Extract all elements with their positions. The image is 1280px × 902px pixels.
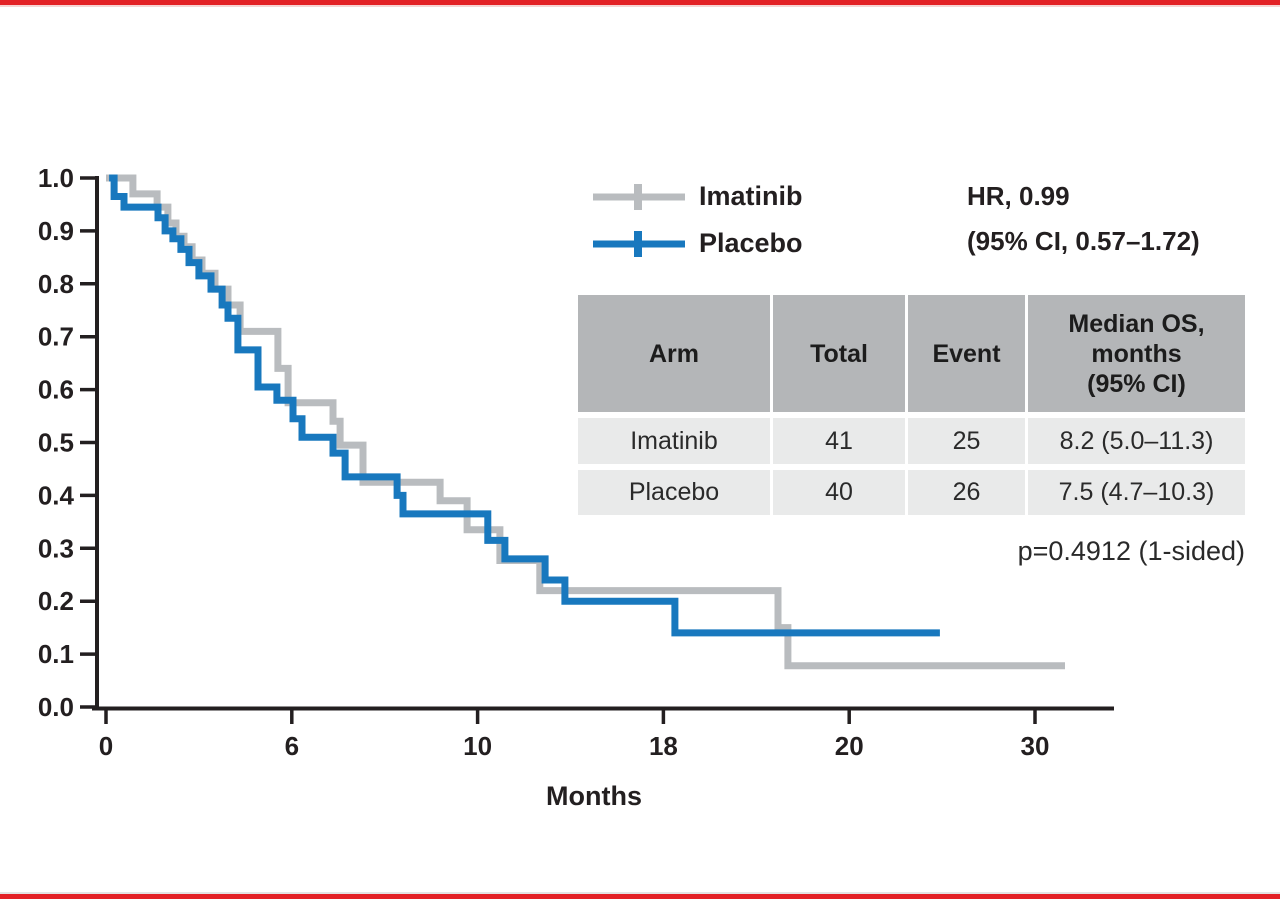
table-header-median-os: Median OS, months (95% CI) bbox=[1028, 295, 1245, 412]
bottom-red-rule-fade bbox=[0, 892, 1280, 894]
hazard-ratio-text: HR, 0.99 (95% CI, 0.57–1.72) bbox=[967, 174, 1200, 264]
x-tick-label: 10 bbox=[463, 731, 492, 761]
y-tick-label: 0.8 bbox=[38, 269, 74, 299]
top-red-rule bbox=[0, 0, 1280, 5]
table-cell-placebo-median: 7.5 (4.7–10.3) bbox=[1028, 470, 1245, 515]
table-header-arm: Arm bbox=[578, 295, 770, 412]
table-cell-imatinib-median: 8.2 (5.0–11.3) bbox=[1028, 418, 1245, 464]
legend-label-imatinib: Imatinib bbox=[699, 181, 803, 211]
legend-item-placebo: Placebo bbox=[593, 220, 803, 267]
table-cell-imatinib-arm: Imatinib bbox=[578, 418, 770, 464]
y-tick-label: 1.0 bbox=[38, 163, 74, 193]
imatinib-line-glyph bbox=[593, 183, 685, 210]
results-table: Arm Total Event Median OS, months (95% C… bbox=[578, 295, 1245, 515]
table-cell-placebo-arm: Placebo bbox=[578, 470, 770, 515]
x-tick-label: 18 bbox=[649, 731, 678, 761]
y-tick-label: 0.2 bbox=[38, 586, 74, 616]
table-header-total: Total bbox=[773, 295, 905, 412]
bottom-red-rule bbox=[0, 894, 1280, 899]
y-tick-label: 0.3 bbox=[38, 533, 74, 563]
y-tick-label: 0.1 bbox=[38, 639, 74, 669]
placebo-line-glyph bbox=[593, 230, 685, 257]
y-tick-label: 0.0 bbox=[38, 692, 74, 722]
p-value-text: p=0.4912 (1-sided) bbox=[1017, 536, 1245, 566]
x-tick-label: 20 bbox=[835, 731, 864, 761]
x-tick-label: 6 bbox=[285, 731, 299, 761]
hr-value: HR, 0.99 bbox=[967, 181, 1070, 211]
table-cell-imatinib-total: 41 bbox=[773, 418, 905, 464]
table-header-event: Event bbox=[908, 295, 1025, 412]
y-tick-label: 0.9 bbox=[38, 216, 74, 246]
y-tick-label: 0.6 bbox=[38, 375, 74, 405]
x-axis-label: Months bbox=[546, 781, 642, 811]
legend-item-imatinib: Imatinib bbox=[593, 173, 803, 220]
y-tick-label: 0.4 bbox=[38, 480, 75, 510]
x-tick-label: 0 bbox=[99, 731, 113, 761]
y-tick-label: 0.5 bbox=[38, 428, 74, 458]
x-tick-label: 30 bbox=[1021, 731, 1050, 761]
hr-confidence-interval: (95% CI, 0.57–1.72) bbox=[967, 226, 1200, 256]
survival-curve-imatinib bbox=[106, 174, 1065, 670]
legend-label-placebo: Placebo bbox=[699, 228, 803, 258]
top-red-rule-fade bbox=[0, 5, 1280, 7]
table-cell-placebo-event: 26 bbox=[908, 470, 1025, 515]
legend: Imatinib Placebo bbox=[593, 173, 803, 267]
table-cell-placebo-total: 40 bbox=[773, 470, 905, 515]
table-cell-imatinib-event: 25 bbox=[908, 418, 1025, 464]
y-tick-label: 0.7 bbox=[38, 322, 74, 352]
survival-curve-placebo bbox=[109, 174, 940, 637]
